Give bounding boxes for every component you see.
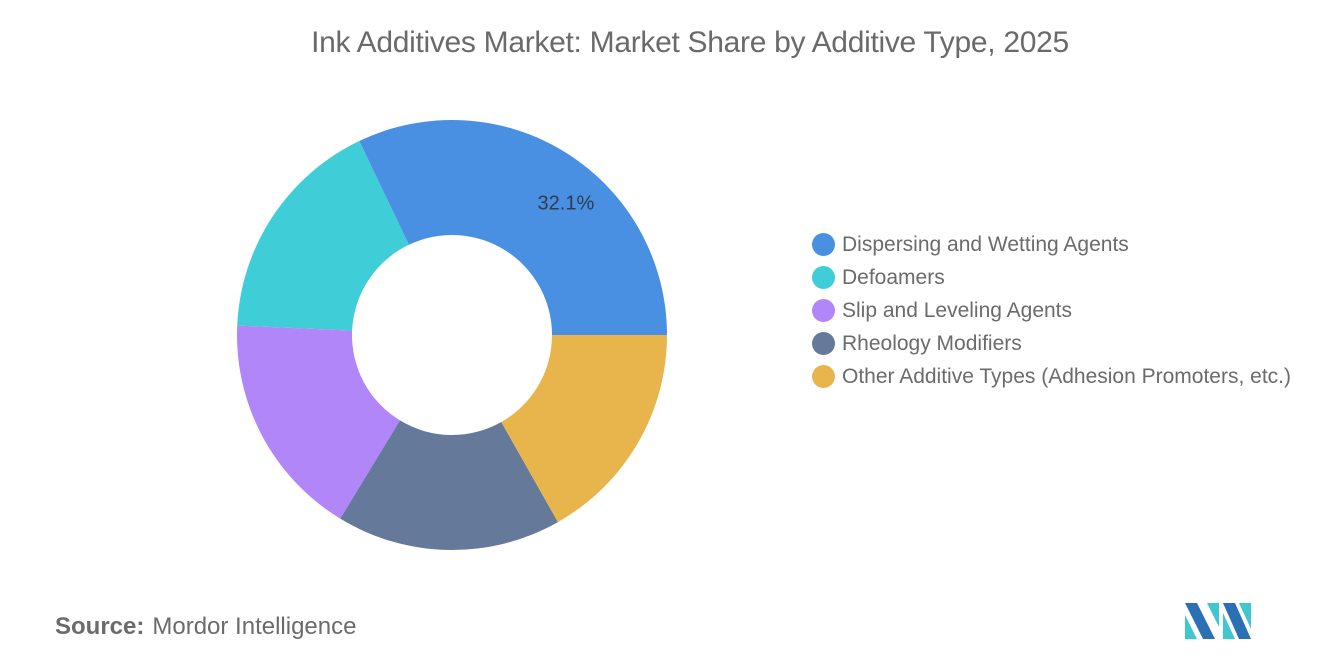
- donut-slice-1[interactable]: [359, 119, 668, 336]
- legend-label: Rheology Modifiers: [842, 332, 1022, 355]
- legend-label: Defoamers: [842, 266, 945, 289]
- donut-slice-4[interactable]: [340, 420, 558, 550]
- slice-data-label: 32.1%: [538, 192, 595, 214]
- legend-color-dot-icon: [812, 266, 835, 289]
- legend-item-dispersing-wetting[interactable]: Dispersing and Wetting Agents: [812, 232, 1292, 257]
- donut-chart-svg: 32.1%: [237, 119, 668, 550]
- legend-color-dot-icon: [812, 299, 835, 322]
- legend-color-dot-icon: [812, 233, 835, 256]
- mordor-intelligence-logo-icon: [1185, 603, 1251, 639]
- donut-slice-3[interactable]: [237, 325, 401, 519]
- legend-item-rheology-modifiers[interactable]: Rheology Modifiers: [812, 331, 1292, 356]
- legend-item-slip-leveling[interactable]: Slip and Leveling Agents: [812, 298, 1292, 323]
- legend-color-dot-icon: [812, 332, 835, 355]
- legend-label: Dispersing and Wetting Agents: [842, 233, 1129, 256]
- legend-label: Slip and Leveling Agents: [842, 299, 1073, 322]
- donut-chart: 32.1%: [220, 105, 685, 570]
- source-label: Source:: [55, 613, 145, 640]
- donut-slice-2[interactable]: [237, 141, 409, 331]
- donut-slice-5[interactable]: [501, 335, 667, 523]
- chart-title: Ink Additives Market: Market Share by Ad…: [311, 26, 1069, 59]
- legend-item-defoamers[interactable]: Defoamers: [812, 265, 1292, 290]
- source-value: Mordor Intelligence: [152, 613, 357, 640]
- chart-legend: Dispersing and Wetting Agents Defoamers …: [812, 232, 1292, 397]
- source-note: Source: Mordor Intelligence: [55, 613, 356, 641]
- legend-item-other-additives[interactable]: Other Additive Types (Adhesion Promoters…: [812, 364, 1292, 389]
- legend-color-dot-icon: [812, 365, 835, 388]
- legend-label: Other Additive Types (Adhesion Promoters…: [842, 365, 1291, 388]
